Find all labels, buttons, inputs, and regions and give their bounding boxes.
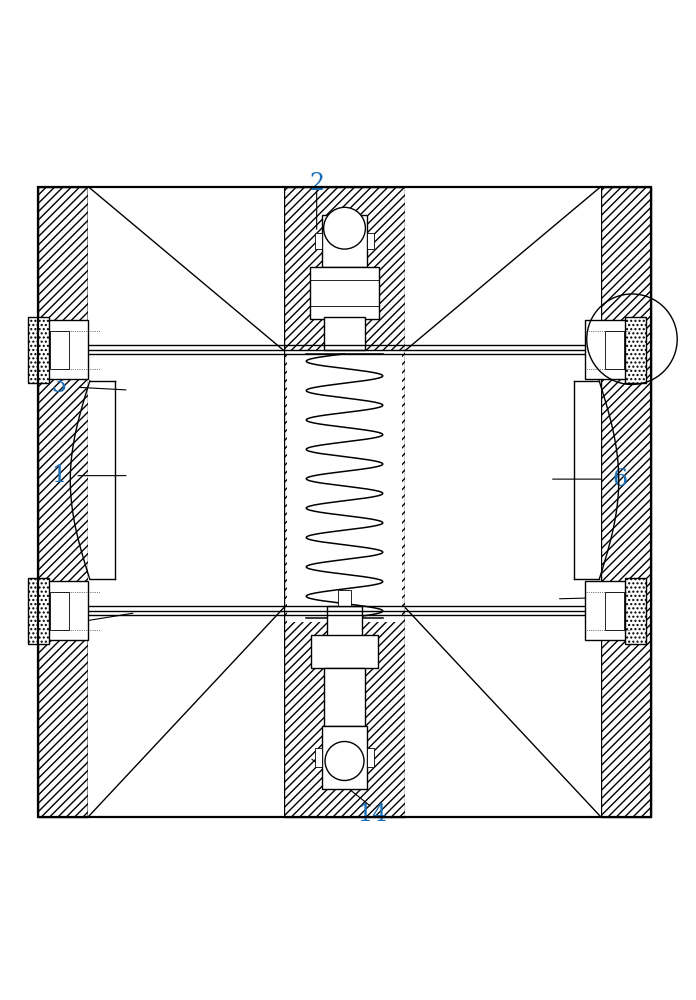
Circle shape xyxy=(324,207,365,249)
Text: 4: 4 xyxy=(52,614,67,637)
Bar xyxy=(287,350,402,622)
Bar xyxy=(324,668,365,726)
Text: 3: 3 xyxy=(52,374,67,397)
Text: 2: 2 xyxy=(309,172,324,195)
Bar xyxy=(311,635,377,668)
Text: 6: 6 xyxy=(612,468,627,491)
Bar xyxy=(324,317,365,350)
Bar xyxy=(28,578,49,644)
Bar xyxy=(49,592,69,630)
Bar xyxy=(315,748,322,767)
Bar xyxy=(43,320,88,379)
Bar xyxy=(322,726,367,789)
Bar xyxy=(625,317,646,383)
Bar xyxy=(405,187,601,817)
Text: A: A xyxy=(618,589,635,612)
Polygon shape xyxy=(88,608,284,817)
Bar xyxy=(605,592,624,630)
Bar xyxy=(338,590,351,606)
Bar xyxy=(310,267,379,319)
Bar xyxy=(49,331,69,369)
Text: 1: 1 xyxy=(52,464,67,487)
Bar xyxy=(367,748,374,767)
Bar xyxy=(625,578,646,644)
Bar xyxy=(315,233,322,249)
Bar xyxy=(605,331,624,369)
Bar xyxy=(585,320,631,379)
Bar xyxy=(38,187,88,817)
Bar xyxy=(43,581,88,640)
Bar xyxy=(38,187,651,817)
Bar xyxy=(585,581,631,640)
Circle shape xyxy=(325,742,364,780)
Bar xyxy=(322,215,367,267)
Polygon shape xyxy=(405,608,601,817)
Polygon shape xyxy=(88,187,284,350)
Bar xyxy=(284,187,405,817)
Bar xyxy=(28,317,49,383)
Polygon shape xyxy=(405,187,601,350)
Bar xyxy=(367,233,374,249)
Bar xyxy=(38,187,651,817)
Bar xyxy=(88,187,284,817)
Text: 14: 14 xyxy=(357,803,388,826)
Bar xyxy=(327,606,362,637)
Bar xyxy=(601,187,651,817)
